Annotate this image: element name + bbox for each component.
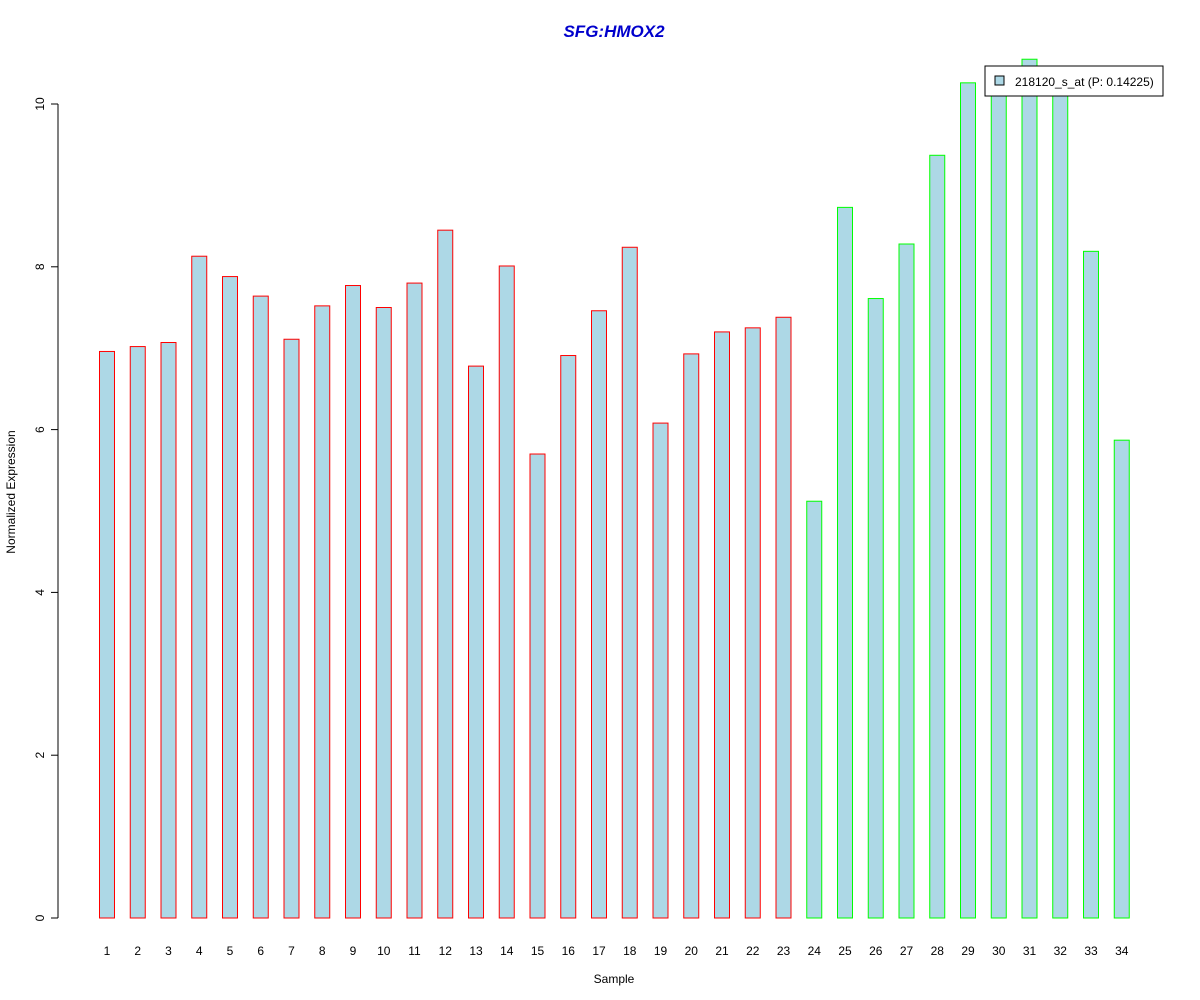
x-tick-label: 14	[500, 944, 514, 958]
bar-sample-4	[191, 255, 208, 919]
y-tick-label: 8	[33, 263, 47, 270]
bar-sample-32	[1052, 87, 1069, 919]
bar-sample-34	[1113, 439, 1130, 919]
x-tick-label: 30	[992, 944, 1006, 958]
x-tick-label: 23	[777, 944, 791, 958]
y-tick-label: 6	[33, 426, 47, 433]
bar-sample-12	[437, 229, 454, 919]
x-tick-label: 24	[808, 944, 822, 958]
bar-sample-5	[222, 276, 238, 919]
x-axis: 1 2 3 4 5 6 7 8 9 10 11 12 13 14 15 16 17 18 19 20 21 22 23 24 2…	[104, 944, 1129, 958]
y-tick-label: 4	[33, 589, 47, 596]
bar-sample-19	[652, 422, 669, 919]
x-tick-label: 5	[227, 944, 234, 958]
x-tick-label: 33	[1084, 944, 1098, 958]
bar-sample-22	[744, 327, 761, 919]
x-tick-label: 27	[900, 944, 914, 958]
bar-sample-20	[683, 353, 700, 919]
bar-sample-28	[929, 154, 946, 919]
x-tick-label: 17	[592, 944, 606, 958]
bar-sample-9	[345, 285, 361, 919]
y-tick-label: 2	[33, 752, 47, 759]
x-axis-label: Sample	[594, 972, 635, 986]
legend-swatch	[994, 75, 1005, 86]
x-tick-label: 6	[257, 944, 264, 958]
bar-sample-13	[468, 365, 484, 919]
x-tick-label: 20	[685, 944, 699, 958]
x-tick-label: 7	[288, 944, 295, 958]
x-tick-label: 32	[1054, 944, 1068, 958]
bar-sample-16	[560, 355, 577, 919]
x-tick-label: 31	[1023, 944, 1037, 958]
bar-sample-15	[529, 453, 546, 919]
bars	[99, 58, 1130, 919]
bar-sample-6	[252, 295, 269, 919]
x-tick-label: 8	[319, 944, 326, 958]
bar-sample-11	[406, 282, 423, 919]
legend: 218120_s_at (P: 0.14225)	[984, 65, 1164, 97]
x-tick-label: 29	[961, 944, 975, 958]
bar-sample-25	[837, 206, 853, 919]
chart-title: SFG:HMOX2	[563, 22, 665, 41]
x-tick-label: 25	[838, 944, 852, 958]
x-tick-label: 13	[469, 944, 483, 958]
x-tick-label: 4	[196, 944, 203, 958]
legend-label: 218120_s_at (P: 0.14225)	[1015, 75, 1154, 89]
bar-sample-1	[99, 350, 115, 919]
y-axis-label: Normalized Expression	[4, 430, 18, 553]
y-tick-label: 10	[33, 97, 47, 111]
x-tick-label: 10	[377, 944, 391, 958]
legend-box	[984, 65, 1164, 97]
bar-sample-31	[1021, 58, 1038, 919]
bar-sample-29	[960, 82, 976, 919]
x-tick-label: 3	[165, 944, 172, 958]
bar-sample-33	[1083, 250, 1099, 919]
x-tick-label: 19	[654, 944, 668, 958]
bar-sample-8	[314, 305, 331, 919]
x-tick-label: 11	[408, 944, 421, 958]
bar-sample-10	[375, 307, 392, 919]
x-tick-label: 28	[931, 944, 945, 958]
y-tick-label: 0	[33, 914, 47, 921]
bar-sample-24	[806, 500, 823, 919]
bar-sample-18	[621, 246, 638, 919]
bar-sample-26	[867, 298, 884, 919]
x-tick-label: 26	[869, 944, 883, 958]
x-tick-label: 22	[746, 944, 760, 958]
bar-sample-21	[714, 331, 730, 919]
bar-sample-17	[591, 310, 607, 919]
y-axis: 0 2 4 6 8 10	[33, 97, 58, 921]
bar-sample-2	[129, 346, 146, 919]
bar-sample-27	[898, 243, 915, 919]
x-tick-label: 2	[134, 944, 141, 958]
x-tick-label: 18	[623, 944, 637, 958]
x-tick-label: 9	[350, 944, 357, 958]
x-tick-label: 34	[1115, 944, 1129, 958]
x-tick-label: 16	[562, 944, 576, 958]
bar-sample-23	[775, 316, 792, 919]
bar-sample-30	[990, 93, 1007, 919]
bar-sample-7	[283, 338, 300, 919]
x-tick-label: 12	[439, 944, 453, 958]
x-tick-label: 15	[531, 944, 545, 958]
x-tick-label: 1	[104, 944, 111, 958]
bar-sample-14	[498, 265, 515, 919]
bar-sample-3	[160, 342, 177, 919]
x-tick-label: 21	[715, 944, 729, 958]
